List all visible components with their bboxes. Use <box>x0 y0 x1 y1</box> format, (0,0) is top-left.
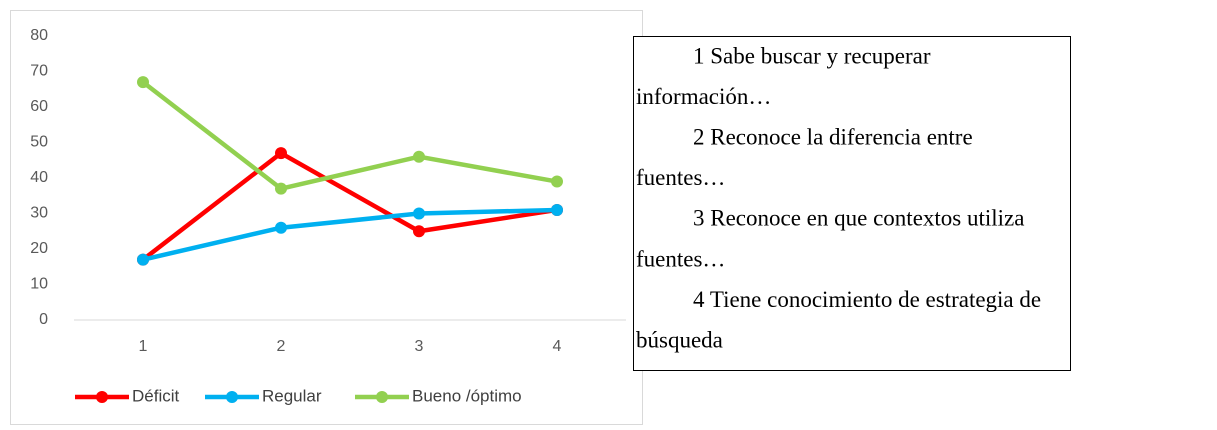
series-line <box>141 150 558 262</box>
note-line: 3 Reconoce en que contextos utiliza <box>693 206 1024 231</box>
marker <box>137 253 149 266</box>
y-tick-label: 60 <box>30 98 48 115</box>
marker <box>413 225 425 238</box>
legend-label: Bueno /óptimo <box>412 386 522 405</box>
note-line: fuentes… <box>636 246 725 271</box>
series-line <box>141 80 558 191</box>
marker <box>413 150 425 163</box>
x-tick-label: 1 <box>139 338 148 355</box>
y-tick-label: 50 <box>30 134 48 151</box>
chart-frame <box>10 10 643 425</box>
y-tick-label: 40 <box>30 169 48 186</box>
marker <box>137 76 149 89</box>
x-tick-label: 3 <box>415 338 424 355</box>
marker <box>551 175 563 188</box>
legend-marker <box>376 391 388 403</box>
notes-box <box>633 36 1071 371</box>
series-line <box>142 207 558 262</box>
note-line: 1 Sabe buscar y recuperar <box>693 43 931 68</box>
marker <box>551 203 563 216</box>
y-tick-label: 0 <box>39 311 48 328</box>
note-line: fuentes… <box>636 165 725 190</box>
y-tick-label: 10 <box>30 276 48 293</box>
legend-label: Déficit <box>132 386 180 405</box>
note-line: 2 Reconoce la diferencia entre <box>693 124 973 149</box>
y-tick-label: 20 <box>30 240 48 257</box>
x-tick-label: 4 <box>553 338 562 355</box>
note-line: información… <box>636 84 771 109</box>
x-tick-label: 2 <box>277 338 286 355</box>
marker <box>413 207 425 220</box>
marker <box>275 182 287 195</box>
marker <box>275 221 287 234</box>
legend-marker <box>226 391 238 403</box>
y-tick-label: 30 <box>30 205 48 222</box>
note-line: búsqueda <box>636 327 723 352</box>
y-tick-label: 70 <box>30 63 48 80</box>
marker <box>275 147 287 160</box>
legend-marker <box>96 391 108 403</box>
note-line: 4 Tiene conocimiento de estrategia de <box>693 287 1041 312</box>
legend-label: Regular <box>262 386 322 405</box>
y-tick-label: 80 <box>30 27 48 44</box>
